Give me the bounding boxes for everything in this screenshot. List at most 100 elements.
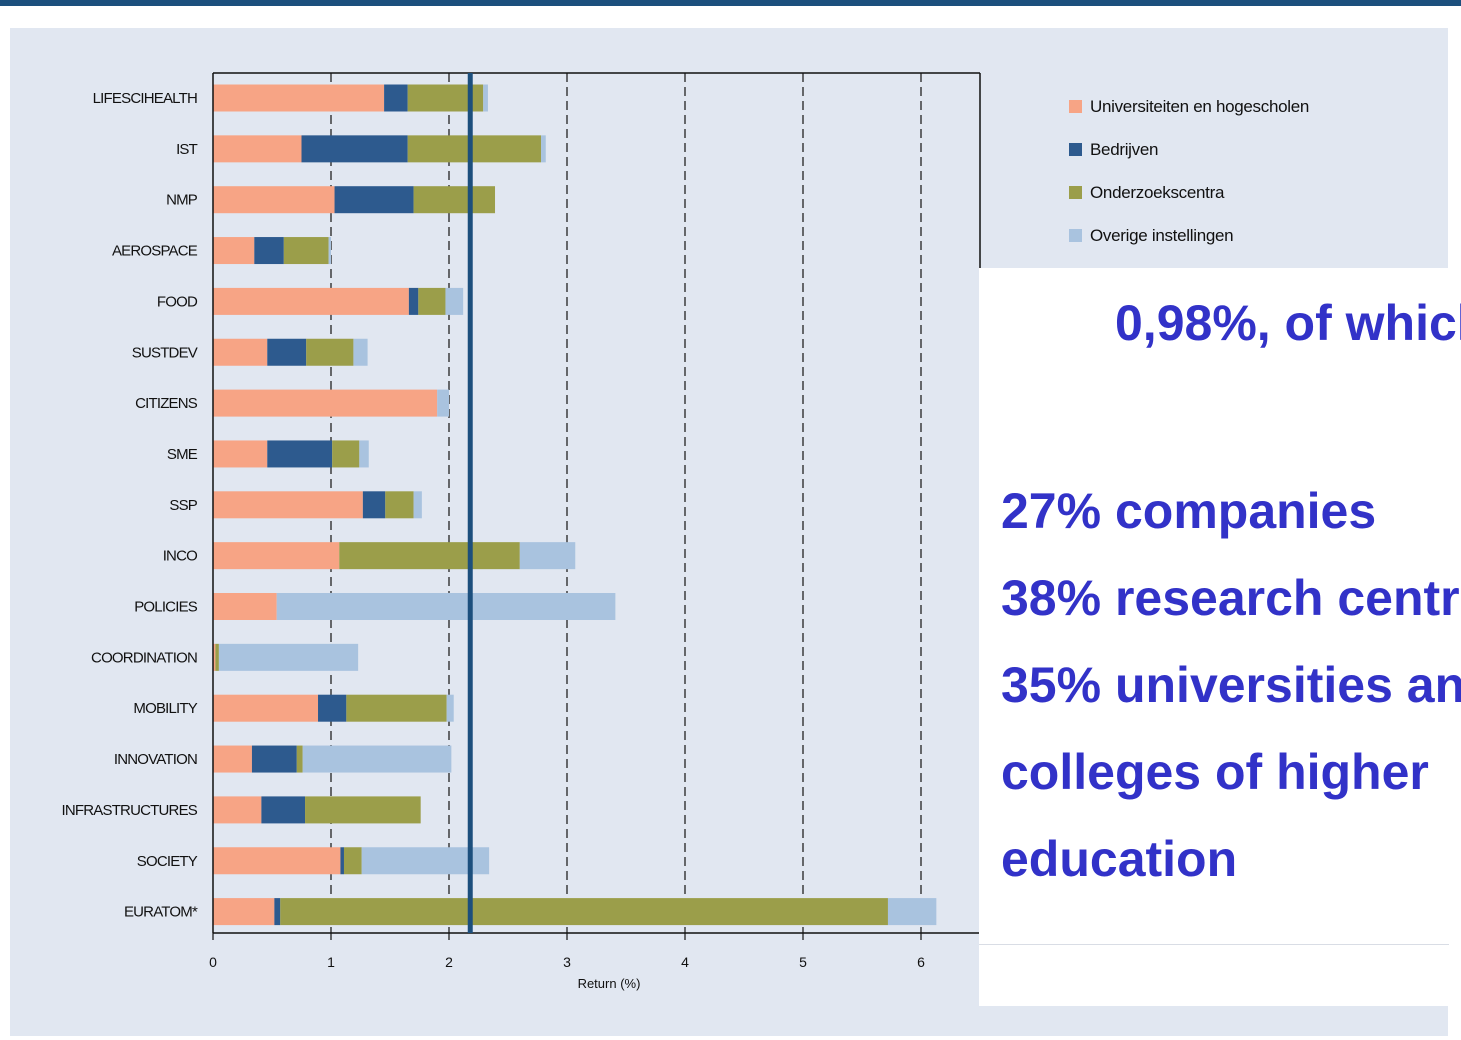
legend-label: Overige instellingen [1090,226,1233,245]
bar-segment [407,135,542,163]
bar-segment [328,237,331,265]
bar-segment [332,440,360,468]
overlay-line-1: 0,98%, of which [1115,295,1461,351]
stacked-bar-chart: LIFESCIHEALTH IST NMP AEROSPACE FOOD SUSTDEV C… [61,72,1309,991]
bar-segment [251,745,297,773]
bar-segment [346,694,447,722]
x-tick-label: 4 [681,954,689,970]
bar-segment [445,287,464,315]
bar-segment [340,847,344,875]
bar-segment [213,287,409,315]
overlay-text-box: 0,98%, of which 27% companies 38% resear… [979,268,1461,1006]
bar-segment [302,745,452,773]
top-bar [0,0,1461,6]
bar-segment [413,491,422,519]
bar-segment [283,237,329,265]
bar-segment [385,491,414,519]
overlay-line-4: 35% universities and [1001,657,1461,713]
bar-segment [413,186,496,214]
x-tick-label: 5 [799,954,807,970]
legend-swatch [1069,100,1082,113]
legend-swatch [1069,186,1082,199]
category-label: AEROSPACE [112,243,198,260]
bar-segment [280,898,888,926]
bar-segment [261,796,306,824]
legend-swatch [1069,229,1082,242]
x-tick-label: 1 [327,954,335,970]
bar-segment [213,491,363,519]
bar-segment [276,593,616,620]
x-tick-label: 2 [445,954,453,970]
bar-segment [213,745,252,773]
bar-segment [213,796,262,824]
overlay-line-5: colleges of higher [1001,744,1429,800]
bar-segment [213,389,438,417]
legend-label: Onderzoekscentra [1090,183,1225,202]
bar-segment [213,898,275,926]
overlay-line-6: education [1001,831,1238,887]
legend-label: Universiteiten en hogescholen [1090,97,1309,116]
bar-segment [213,135,302,163]
bar-segment [301,135,408,163]
bar-segment [213,847,341,875]
overlay-divider [979,944,1449,945]
bar-segment [359,440,369,468]
x-tick-label: 3 [563,954,571,970]
category-label: COORDINATION [91,649,197,666]
bar-segment [213,593,277,620]
bar-segment [418,287,446,315]
bar-segment [213,694,319,722]
category-label: LIFESCIHEALTH [93,90,197,107]
bar-segment [519,542,576,570]
bar-segment [274,898,281,926]
bar-segment [254,237,284,265]
bar-segment [343,847,362,875]
bar-segment [306,338,354,366]
category-label: SOCIETY [137,853,198,870]
bar-segment [213,186,335,214]
category-label: INNOVATION [114,751,197,768]
bar-segment [213,542,340,570]
legend-swatch [1069,143,1082,156]
bar-segment [305,796,421,824]
category-label: CITIZENS [135,395,198,412]
bar-segment [362,491,386,519]
category-label: EURATOM* [124,904,198,921]
bar-segment [213,440,268,468]
category-label: INFRASTRUCTURES [61,802,197,819]
x-tick-label: 0 [209,954,217,970]
bar-segment [446,694,454,722]
category-label: SME [167,446,198,463]
category-label: IST [176,141,198,158]
bar-segment [353,338,368,366]
bar-segment [318,694,347,722]
bar-segment [215,643,219,671]
bar-segment [384,84,408,112]
bar-segment [267,338,307,366]
bar-segment [483,84,488,112]
x-axis-label: Return (%) [578,976,641,991]
bar-segment [213,237,255,265]
bar-segment [213,338,268,366]
category-label: SSP [169,497,197,514]
legend-label: Bedrijven [1090,140,1158,159]
bar-segment [213,84,385,112]
bar-segment [267,440,333,468]
bar-segment [213,643,216,671]
bar-segment [296,745,303,773]
category-label: FOOD [157,293,198,310]
overlay-line-2: 27% companies [1001,483,1377,539]
x-tick-label: 6 [917,954,925,970]
bar-segment [408,287,419,315]
overlay-line-3: 38% research centres [1001,570,1461,626]
category-label: MOBILITY [133,700,197,717]
category-label: INCO [163,548,197,565]
category-label: NMP [166,192,198,209]
bar-segment [334,186,414,214]
bar-segment [339,542,520,570]
category-label: POLICIES [134,599,198,616]
bar-segment [887,898,937,926]
bar-segment [541,135,546,163]
bar-segment [437,389,449,417]
category-label: SUSTDEV [132,344,198,361]
